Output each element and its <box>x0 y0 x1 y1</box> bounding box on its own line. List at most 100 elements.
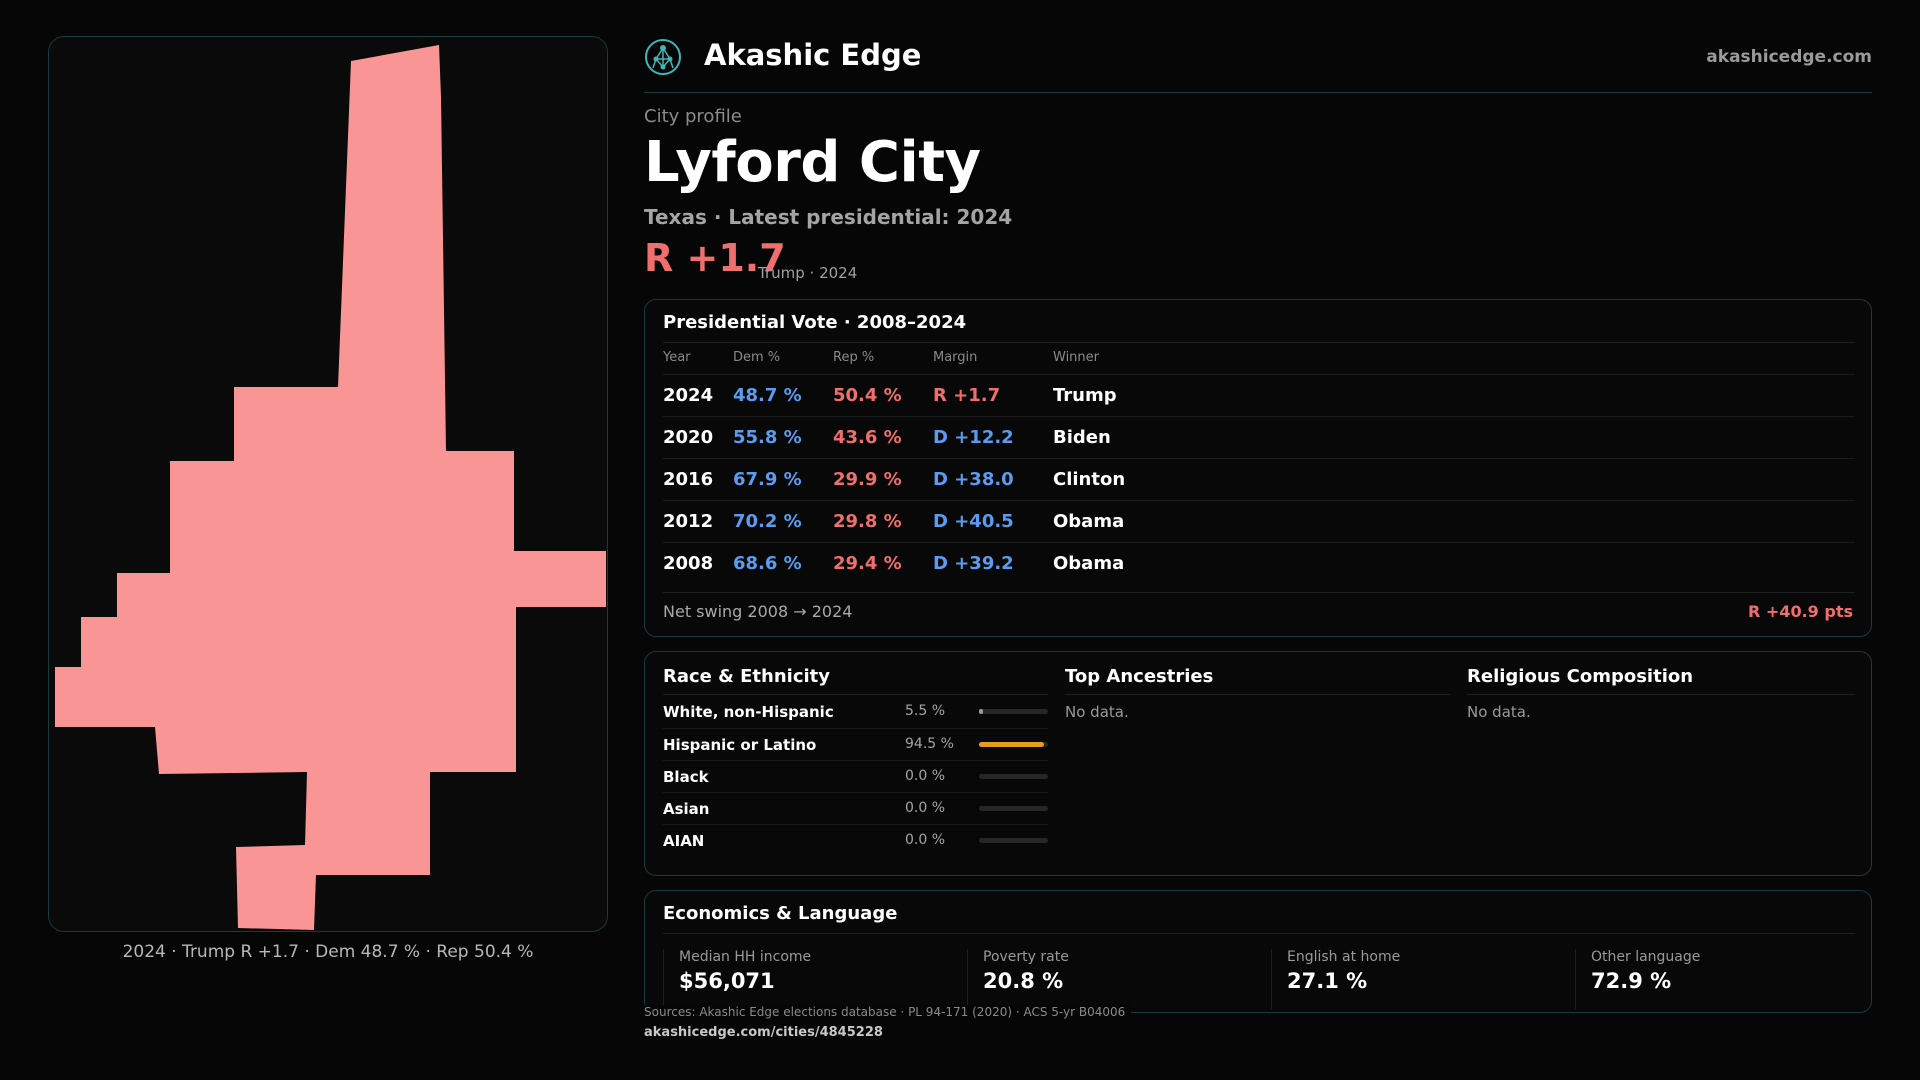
cell-dem: 55.8 % <box>733 427 802 448</box>
headline-margin: R +1.7 <box>644 236 786 280</box>
ancestries-empty: No data. <box>1065 703 1129 721</box>
cell-year: 2016 <box>663 469 714 490</box>
race-label: Black <box>663 768 709 786</box>
list-item: White, non-Hispanic 5.5 % <box>663 696 1048 728</box>
cell-rep: 50.4 % <box>833 385 902 406</box>
list-item: AIAN 0.0 % <box>663 824 1048 857</box>
city-map-panel <box>48 36 608 932</box>
table-row: 2020 55.8 % 43.6 % D +12.2 Biden <box>663 416 1855 459</box>
cell-dem: 67.9 % <box>733 469 802 490</box>
net-swing-value: R +40.9 pts <box>1748 602 1853 621</box>
demographics-card: Race & Ethnicity White, non-Hispanic 5.5… <box>644 651 1872 876</box>
religion-title: Religious Composition <box>1467 666 1694 687</box>
race-pct: 94.5 % <box>905 736 954 752</box>
table-row: 2012 70.2 % 29.8 % D +40.5 Obama <box>663 500 1855 543</box>
divider <box>663 342 1855 343</box>
page-subtitle: Texas · Latest presidential: 2024 <box>644 205 1013 229</box>
page-title: Lyford City <box>644 130 981 195</box>
col-header-year: Year <box>663 350 691 365</box>
stat-label: Median HH income <box>679 949 812 965</box>
col-header-margin: Margin <box>933 350 978 365</box>
stat-value: $56,071 <box>679 969 775 993</box>
cell-rep: 29.4 % <box>833 553 902 574</box>
headline-margin-note: Trump · 2024 <box>758 264 858 282</box>
stat-label: Other language <box>1591 949 1701 965</box>
network-tree-icon[interactable] <box>644 38 682 76</box>
divider <box>663 592 1855 593</box>
cell-dem: 48.7 % <box>733 385 802 406</box>
presidential-vote-card: Presidential Vote · 2008–2024 Year Dem %… <box>644 299 1872 637</box>
cell-winner: Obama <box>1053 553 1125 574</box>
table-row: 2024 48.7 % 50.4 % R +1.7 Trump <box>663 374 1855 417</box>
col-header-winner: Winner <box>1053 350 1100 365</box>
stat-label: Poverty rate <box>983 949 1069 965</box>
cell-winner: Trump <box>1053 385 1117 406</box>
cell-year: 2024 <box>663 385 714 406</box>
list-item: Black 0.0 % <box>663 760 1048 793</box>
economics-title: Economics & Language <box>663 903 898 924</box>
cell-winner: Clinton <box>1053 469 1126 490</box>
page-eyebrow: City profile <box>644 106 742 127</box>
vote-card-title: Presidential Vote · 2008–2024 <box>663 312 967 333</box>
city-boundary-shape <box>55 45 606 930</box>
city-boundary-map <box>55 45 606 930</box>
stat-other-language: Other language 72.9 % <box>1575 949 1855 1009</box>
col-header-dem: Dem % <box>733 350 781 365</box>
col-header-rep: Rep % <box>833 350 875 365</box>
race-title: Race & Ethnicity <box>663 666 830 687</box>
table-row: 2016 67.9 % 29.9 % D +38.0 Clinton <box>663 458 1855 501</box>
cell-year: 2020 <box>663 427 714 448</box>
cell-dem: 68.6 % <box>733 553 802 574</box>
cell-year: 2012 <box>663 511 714 532</box>
sources-note: Sources: Akashic Edge elections database… <box>644 1005 1132 1019</box>
list-item: Asian 0.0 % <box>663 792 1048 825</box>
cell-year: 2008 <box>663 553 714 574</box>
stat-median-income: Median HH income $56,071 <box>663 949 953 1009</box>
cell-margin: D +40.5 <box>933 511 1014 532</box>
race-pct: 0.0 % <box>905 832 946 848</box>
table-row: 2008 68.6 % 29.4 % D +39.2 Obama <box>663 542 1855 585</box>
ancestries-title: Top Ancestries <box>1065 666 1214 687</box>
divider <box>1065 694 1450 695</box>
divider <box>663 933 1855 934</box>
race-bar-track <box>979 774 1048 779</box>
race-bar-track <box>979 742 1048 747</box>
page-url[interactable]: akashicedge.com/cities/4845228 <box>644 1025 883 1040</box>
race-pct: 5.5 % <box>905 703 946 719</box>
stat-value: 20.8 % <box>983 969 1064 993</box>
cell-winner: Obama <box>1053 511 1125 532</box>
race-bar-track <box>979 709 1048 714</box>
cell-margin: D +38.0 <box>933 469 1014 490</box>
race-label: Hispanic or Latino <box>663 736 817 754</box>
divider <box>663 694 1048 695</box>
economics-card: Economics & Language Median HH income $5… <box>644 890 1872 1013</box>
stat-value: 27.1 % <box>1287 969 1368 993</box>
list-item: Hispanic or Latino 94.5 % <box>663 728 1048 761</box>
religion-empty: No data. <box>1467 703 1531 721</box>
site-header: Akashic Edge akashicedge.com <box>644 28 1872 93</box>
cell-winner: Biden <box>1053 427 1111 448</box>
brand-name[interactable]: Akashic Edge <box>704 38 922 72</box>
stat-poverty-rate: Poverty rate 20.8 % <box>967 949 1257 1009</box>
cell-margin: D +12.2 <box>933 427 1014 448</box>
cell-rep: 43.6 % <box>833 427 902 448</box>
race-bar-fill <box>979 709 983 714</box>
race-label: AIAN <box>663 832 705 850</box>
stat-english-at-home: English at home 27.1 % <box>1271 949 1561 1009</box>
race-pct: 0.0 % <box>905 800 946 816</box>
divider <box>1467 694 1855 695</box>
race-bar-track <box>979 838 1048 843</box>
cell-margin: R +1.7 <box>933 385 1001 406</box>
race-pct: 0.0 % <box>905 768 946 784</box>
cell-rep: 29.8 % <box>833 511 902 532</box>
race-bar-track <box>979 806 1048 811</box>
site-link[interactable]: akashicedge.com <box>1706 47 1872 67</box>
race-bar-fill <box>979 742 1045 747</box>
net-swing-label: Net swing 2008 → 2024 <box>663 602 853 621</box>
race-label: Asian <box>663 800 710 818</box>
map-caption: 2024 · Trump R +1.7 · Dem 48.7 % · Rep 5… <box>122 942 534 962</box>
cell-dem: 70.2 % <box>733 511 802 532</box>
race-label: White, non-Hispanic <box>663 703 834 721</box>
cell-margin: D +39.2 <box>933 553 1014 574</box>
stat-label: English at home <box>1287 949 1401 965</box>
